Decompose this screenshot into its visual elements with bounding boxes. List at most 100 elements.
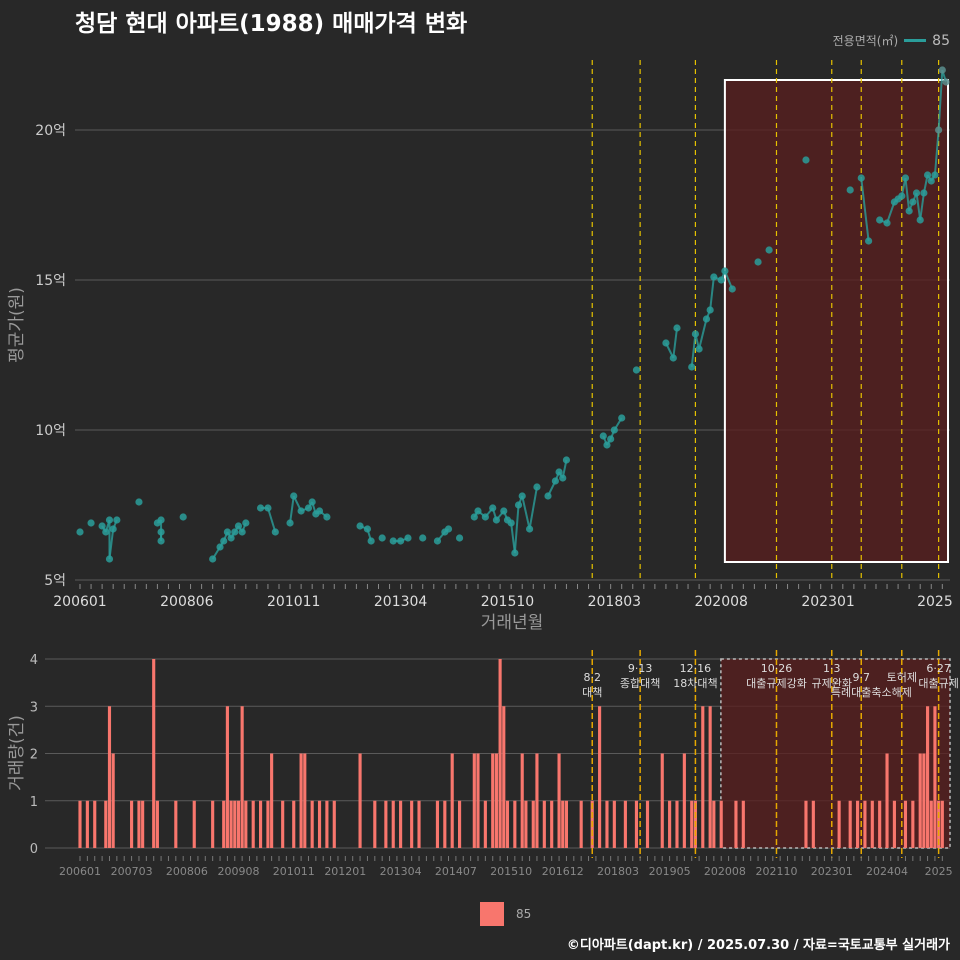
data-point	[367, 537, 375, 545]
data-point	[721, 267, 729, 275]
x-tick-label: 202008	[694, 594, 747, 610]
bar	[259, 800, 263, 848]
data-point	[444, 525, 453, 533]
data-point	[905, 207, 913, 215]
data-point	[157, 528, 165, 536]
data-point	[489, 504, 497, 512]
bar	[325, 800, 329, 848]
bar	[141, 800, 145, 848]
x-tick-label: 201011	[267, 594, 320, 610]
bar	[531, 800, 535, 848]
data-point	[238, 528, 246, 536]
legend-bottom: 85	[480, 902, 531, 926]
bar	[690, 800, 694, 848]
data-point	[256, 504, 265, 512]
bar	[229, 800, 233, 848]
series-segment	[915, 192, 922, 221]
data-point	[525, 525, 534, 533]
bar	[443, 800, 447, 848]
policy-label-line: 대책	[582, 686, 602, 699]
bar	[675, 800, 679, 848]
data-point	[551, 477, 559, 485]
bar	[310, 800, 314, 848]
bar	[107, 706, 112, 848]
bar	[476, 753, 480, 848]
bar-x-tick-label: 2025	[925, 865, 953, 878]
bar-y-tick-label: 2	[30, 748, 38, 763]
series-segment	[919, 192, 925, 221]
data-point	[231, 528, 239, 536]
bar	[837, 800, 841, 848]
bar	[557, 753, 561, 848]
data-point	[865, 237, 873, 245]
bar	[701, 706, 705, 848]
data-point	[702, 315, 711, 323]
bar	[922, 753, 926, 848]
bar	[281, 800, 285, 848]
data-point	[135, 498, 143, 506]
y-axis-title: 평균가(원)	[7, 287, 27, 363]
bar	[940, 800, 944, 848]
bar	[804, 800, 808, 848]
series-segment	[904, 177, 911, 212]
series-segment	[289, 495, 295, 524]
bar	[598, 706, 602, 848]
data-point	[511, 549, 519, 557]
data-point	[433, 537, 442, 545]
data-point	[876, 216, 884, 224]
bar	[299, 753, 303, 848]
data-point	[220, 537, 228, 545]
data-point	[754, 258, 762, 266]
data-point	[518, 492, 526, 500]
bar-x-tick-label: 201011	[273, 865, 315, 878]
data-point	[931, 171, 939, 179]
bar	[561, 800, 565, 848]
bar	[233, 800, 237, 848]
series-segment	[698, 318, 708, 350]
bar-x-tick-label: 200908	[217, 865, 259, 878]
data-point	[938, 66, 946, 74]
bar-x-tick-label: 200806	[166, 865, 208, 878]
bar-x-tick-label: 201612	[542, 865, 584, 878]
bar-x-tick-label: 202110	[755, 865, 797, 878]
series-segment	[108, 528, 115, 560]
data-point	[227, 534, 235, 542]
bar	[266, 800, 270, 848]
bar	[358, 753, 362, 848]
bar	[236, 800, 241, 848]
bar	[708, 706, 712, 848]
data-point	[507, 519, 515, 527]
bar	[535, 753, 539, 848]
bar	[579, 800, 583, 848]
bar	[668, 800, 672, 848]
series-segment	[672, 327, 678, 359]
data-point	[562, 456, 571, 464]
data-point	[87, 519, 95, 527]
bar	[435, 800, 440, 848]
data-point	[607, 435, 615, 443]
bar-x-tick-label: 201201	[324, 865, 366, 878]
bar	[225, 706, 229, 848]
bar	[240, 706, 244, 848]
data-point	[242, 519, 250, 527]
data-point	[286, 519, 294, 527]
bar	[505, 800, 510, 848]
data-point	[909, 198, 917, 206]
data-point	[389, 537, 397, 545]
bar	[244, 800, 248, 848]
data-point	[419, 534, 427, 542]
data-point	[470, 513, 478, 521]
footer-credit: ©디아파트(dapt.kr) / 2025.07.30 / 자료=국토교통부 실…	[566, 938, 950, 953]
bar	[251, 800, 255, 848]
bar	[483, 800, 487, 848]
bar	[623, 800, 627, 848]
data-point	[599, 432, 607, 440]
bar	[863, 800, 867, 848]
x-tick-label: 200601	[53, 594, 106, 610]
bar	[564, 800, 569, 848]
series-segment	[886, 201, 896, 224]
data-point	[481, 513, 489, 521]
bar	[712, 800, 716, 848]
bar	[270, 753, 274, 848]
